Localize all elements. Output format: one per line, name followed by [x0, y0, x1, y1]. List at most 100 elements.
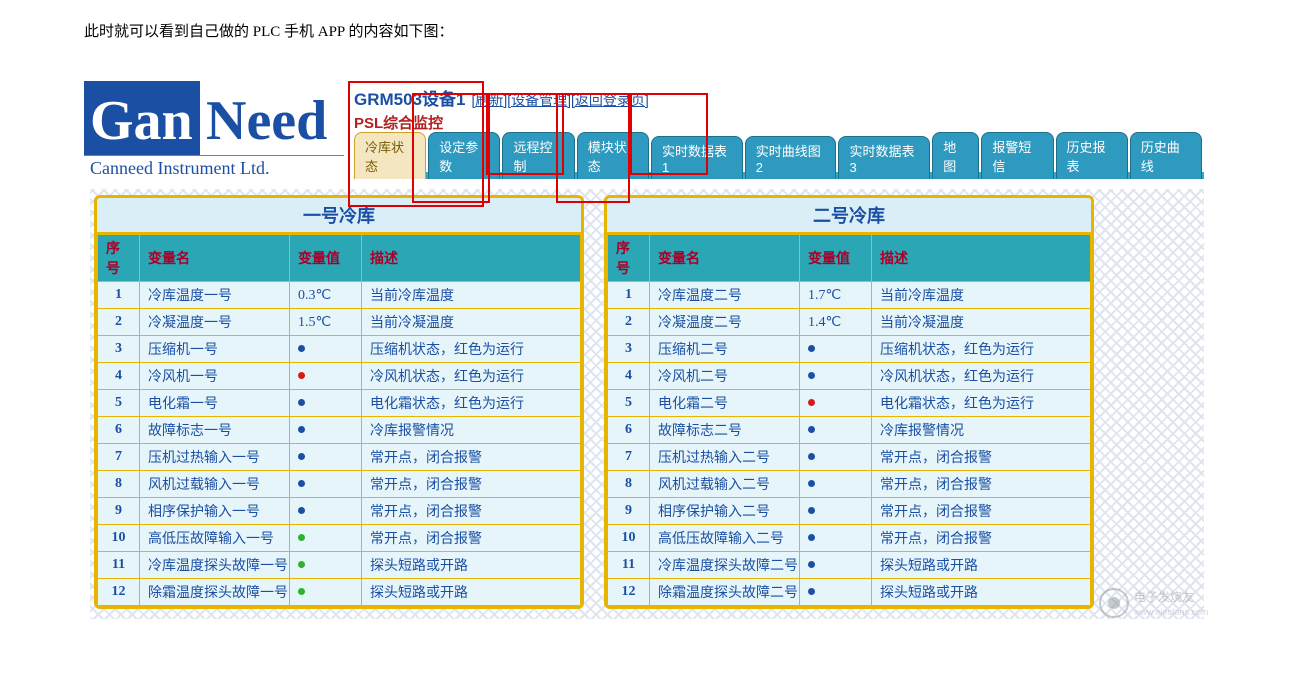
- cell-desc: 当前冷凝温度: [872, 309, 1091, 336]
- table-row: 9相序保护输入一号常开点，闭合报警: [98, 498, 581, 525]
- header-link-0[interactable]: [刷新]: [471, 92, 507, 108]
- cell-idx: 3: [608, 336, 650, 363]
- cell-name: 风机过载输入二号: [650, 471, 800, 498]
- cell-desc: 常开点，闭合报警: [362, 444, 581, 471]
- status-dot: [808, 453, 815, 460]
- cell-idx: 2: [98, 309, 140, 336]
- table-row: 3压缩机一号 压缩机状态，红色为运行: [98, 336, 581, 363]
- cell-name: 风机过载输入一号: [140, 471, 290, 498]
- table-row: 12除霜温度探头故障二号探头短路或开路: [608, 579, 1091, 606]
- cell-desc: 当前冷库温度: [362, 282, 581, 309]
- cell-value: [290, 390, 362, 417]
- tab-6[interactable]: 实时数据表3: [838, 136, 930, 179]
- tab-8[interactable]: 报警短信: [981, 132, 1053, 179]
- cell-desc: 冷风机状态，红色为运行: [872, 363, 1091, 390]
- cell-value: [290, 579, 362, 606]
- tab-7[interactable]: 地图: [932, 132, 979, 179]
- table-row: 4冷风机二号冷风机状态，红色为运行: [608, 363, 1091, 390]
- tab-9[interactable]: 历史报表: [1056, 132, 1128, 179]
- cell-value: [800, 525, 872, 552]
- table-row: 6故障标志一号 冷库报警情况: [98, 417, 581, 444]
- tables-area: 一号冷库序号变量名变量值描述1冷库温度一号0.3℃当前冷库温度2冷凝温度一号1.…: [90, 189, 1204, 619]
- status-dot: [298, 399, 305, 406]
- cell-idx: 4: [608, 363, 650, 390]
- cell-name: 高低压故障输入二号: [650, 525, 800, 552]
- cell-value: [800, 498, 872, 525]
- cell-name: 故障标志一号: [140, 417, 290, 444]
- cell-name: 冷凝温度二号: [650, 309, 800, 336]
- tab-4[interactable]: 实时数据表1: [651, 136, 743, 179]
- cell-desc: 常开点，闭合报警: [872, 525, 1091, 552]
- status-dot: [808, 561, 815, 568]
- cell-idx: 6: [98, 417, 140, 444]
- cell-name: 电化霜二号: [650, 390, 800, 417]
- cell-value: [800, 444, 872, 471]
- table-row: 10高低压故障输入二号 常开点，闭合报警: [608, 525, 1091, 552]
- col-header-name: 变量名: [140, 235, 290, 282]
- status-dot: [808, 426, 815, 433]
- cell-desc: 冷库报警情况: [362, 417, 581, 444]
- cell-idx: 1: [98, 282, 140, 309]
- cell-value: [290, 471, 362, 498]
- table-row: 1冷库温度二号1.7℃当前冷库温度: [608, 282, 1091, 309]
- cell-value: [800, 363, 872, 390]
- table-row: 7压机过热输入二号常开点，闭合报警: [608, 444, 1091, 471]
- status-dot: [808, 399, 815, 406]
- cell-value: [800, 417, 872, 444]
- cell-value: [800, 471, 872, 498]
- cell-value: 1.7℃: [800, 282, 872, 309]
- cell-name: 冷库温度二号: [650, 282, 800, 309]
- cell-desc: 常开点，闭合报警: [362, 471, 581, 498]
- cell-desc: 压缩机状态，红色为运行: [362, 336, 581, 363]
- data-table-0: 序号变量名变量值描述1冷库温度一号0.3℃当前冷库温度2冷凝温度一号1.5℃当前…: [97, 234, 581, 606]
- tab-5[interactable]: 实时曲线图2: [745, 136, 837, 179]
- cell-desc: 电化霜状态，红色为运行: [362, 390, 581, 417]
- cell-name: 压缩机一号: [140, 336, 290, 363]
- cell-idx: 10: [98, 525, 140, 552]
- cell-value: 1.4℃: [800, 309, 872, 336]
- header-link-2[interactable]: [返回登录页]: [571, 92, 649, 108]
- cell-name: 冷库温度探头故障一号: [140, 552, 290, 579]
- cell-idx: 3: [98, 336, 140, 363]
- cell-idx: 7: [98, 444, 140, 471]
- tab-0[interactable]: 冷库状态: [354, 132, 426, 179]
- status-dot: [298, 372, 305, 379]
- tab-1[interactable]: 设定参数: [428, 132, 500, 179]
- cell-desc: 压缩机状态，红色为运行: [872, 336, 1091, 363]
- cell-idx: 5: [608, 390, 650, 417]
- col-header-val: 变量值: [290, 235, 362, 282]
- table-row: 11冷库温度探头故障一号探头短路或开路: [98, 552, 581, 579]
- tabs: 冷库状态设定参数远程控制模块状态实时数据表1实时曲线图2实时数据表3地图报警短信…: [354, 151, 1204, 179]
- status-dot: [298, 480, 305, 487]
- title-row: GRM503设备1 [刷新][设备管理][返回登录页]: [354, 81, 1204, 110]
- cell-name: 相序保护输入一号: [140, 498, 290, 525]
- cell-desc: 探头短路或开路: [872, 579, 1091, 606]
- tab-10[interactable]: 历史曲线: [1130, 132, 1202, 179]
- cell-name: 冷库温度一号: [140, 282, 290, 309]
- sub-title: PSL综合监控: [354, 112, 1204, 133]
- tab-3[interactable]: 模块状态: [577, 132, 649, 179]
- status-dot: [808, 480, 815, 487]
- table-row: 10高低压故障输入一号常开点，闭合报警: [98, 525, 581, 552]
- status-dot: [808, 534, 815, 541]
- status-dot: [298, 588, 305, 595]
- col-header-val: 变量值: [800, 235, 872, 282]
- cell-idx: 6: [608, 417, 650, 444]
- cell-name: 冷风机一号: [140, 363, 290, 390]
- header-right: GRM503设备1 [刷新][设备管理][返回登录页] PSL综合监控 冷库状态…: [344, 81, 1204, 179]
- cell-idx: 10: [608, 525, 650, 552]
- col-header-idx: 序号: [98, 235, 140, 282]
- logo-main: Gan Need: [84, 81, 344, 155]
- cell-name: 高低压故障输入一号: [140, 525, 290, 552]
- cell-value: [800, 579, 872, 606]
- table-row: 8风机过载输入二号常开点，闭合报警: [608, 471, 1091, 498]
- cell-idx: 12: [608, 579, 650, 606]
- col-header-name: 变量名: [650, 235, 800, 282]
- cell-desc: 常开点，闭合报警: [872, 471, 1091, 498]
- cell-desc: 常开点，闭合报警: [362, 498, 581, 525]
- tab-2[interactable]: 远程控制: [502, 132, 574, 179]
- header-link-1[interactable]: [设备管理]: [507, 92, 571, 108]
- col-header-desc: 描述: [872, 235, 1091, 282]
- table-row: 6故障标志二号冷库报警情况: [608, 417, 1091, 444]
- panel-title-0: 一号冷库: [97, 198, 581, 234]
